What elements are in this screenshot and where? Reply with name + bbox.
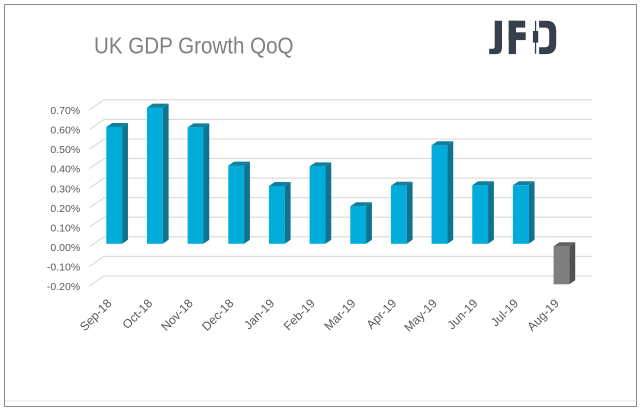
svg-text:-0.10%: -0.10% (47, 262, 80, 274)
svg-text:0.50%: 0.50% (50, 144, 80, 156)
svg-text:0.20%: 0.20% (50, 203, 80, 215)
svg-text:0.00%: 0.00% (50, 242, 80, 254)
svg-text:0.70%: 0.70% (50, 105, 80, 117)
svg-text:0.30%: 0.30% (50, 183, 80, 195)
svg-text:-0.20%: -0.20% (47, 281, 80, 293)
svg-text:0.40%: 0.40% (50, 164, 80, 176)
svg-text:0.10%: 0.10% (50, 222, 80, 234)
svg-text:UK GDP Growth QoQ: UK GDP Growth QoQ (94, 33, 294, 59)
svg-text:0.60%: 0.60% (50, 125, 80, 137)
